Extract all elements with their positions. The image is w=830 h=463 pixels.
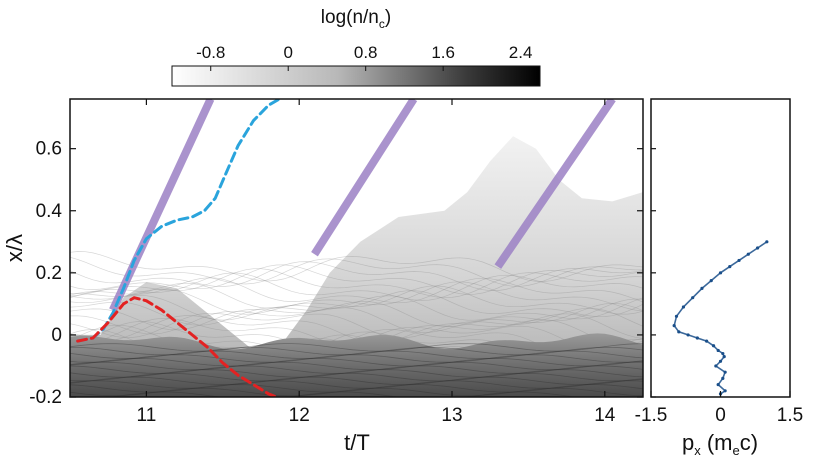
density-stratum [70,281,643,312]
density-stratum [70,264,643,295]
dense-stratum [70,369,643,378]
y-tick-label: 0.2 [36,263,62,284]
trajectory-line [76,296,278,397]
momentum-point [695,336,699,340]
x-tick-label: 14 [594,405,616,426]
momentum-point [722,355,726,359]
density-stratum [70,303,643,335]
dense-stratum [70,387,643,397]
density-region [70,136,643,397]
momentum-point [672,324,676,328]
x-tick-label: 13 [441,405,462,426]
density-stratum [70,277,643,304]
momentum-point [709,278,713,283]
density-stratum [70,285,643,315]
side-x-tick-label: 0 [715,405,726,426]
y-axis-ticks: -0.2 0 0.2 0.4 0.6 [29,139,643,408]
trajectory-lines [76,99,281,397]
momentum-point [718,271,723,275]
momentum-point [721,376,725,380]
momentum-point [711,344,716,348]
density-stratum [70,290,643,321]
laser-band [494,99,616,269]
momentum-point [765,240,769,244]
dense-stratum [70,354,643,363]
dense-stratum [70,361,643,371]
dense-target-layer [70,333,643,397]
momentum-point [691,296,695,300]
dense-stratum [70,350,643,359]
laser-band [311,99,418,257]
y-axis-label: x/λ [2,234,27,262]
dense-stratum [70,358,643,367]
colorbar: log(n/nc) -0.8 0 0.8 1.6 2.4 [171,7,541,87]
momentum-point [716,348,720,353]
dense-stratum [108,391,643,397]
y-tick-label: 0.4 [36,201,63,222]
momentum-point [677,330,681,334]
momentum-point [718,359,723,363]
momentum-point [723,370,727,374]
momentum-point [737,258,741,263]
density-stratum [70,295,643,326]
momentum-point [674,314,679,318]
dense-stratum [70,343,643,352]
colorbar-tick-label: -0.8 [196,43,225,62]
plot-frame [69,98,644,398]
momentum-point [728,265,732,269]
side-plot: -1.5 0 1.5 px (mec) [635,98,803,458]
density-stratum [70,272,643,301]
main-plot: 11 12 13 14 -0.2 0 0.2 0.4 0.6 t/T x/λ [2,98,644,455]
dense-stratum [70,384,643,393]
density-stratum [70,268,643,299]
colorbar-ticks: -0.8 0 0.8 1.6 2.4 [196,43,532,71]
colorbar-tick-label: 1.6 [431,43,455,62]
colorbar-tick-label: 0 [283,43,292,62]
dense-stratum [70,372,643,382]
side-plot-background [651,99,790,397]
density-stratum [70,256,643,287]
density-stratum [70,298,643,331]
momentum-point [716,382,720,387]
density-stratum [70,261,643,291]
side-x-axis-ticks: -1.5 0 1.5 [635,148,803,426]
dense-stratum [70,380,643,389]
trajectory-line [76,99,281,343]
colorbar-tick-label: 2.4 [509,43,533,62]
colorbar-tick-label: 0.8 [354,43,378,62]
momentum-point [700,286,704,290]
momentum-point [686,333,690,337]
colorbar-label: log(n/nc) [321,7,391,31]
density-stratum [70,251,643,282]
momentum-point [723,389,727,393]
y-tick-label: -0.2 [29,387,62,408]
momentum-point [714,364,718,368]
side-x-tick-label: -1.5 [635,405,668,426]
density-stratum [70,307,643,339]
x-axis-ticks: 11 12 13 14 [137,99,616,426]
momentum-point [705,339,709,343]
x-tick-label: 12 [289,405,310,426]
colorbar-bar [171,65,541,87]
momentum-point [746,252,750,256]
momentum-point [721,351,725,356]
x-tick-label: 11 [137,405,157,426]
dense-stratum [70,365,643,374]
x-axis-label: t/T [344,430,370,455]
dense-stratum [70,346,643,356]
momentum-points [672,240,769,396]
momentum-point [755,246,760,250]
side-x-axis-label: px (mec) [682,430,758,458]
side-x-tick-label: 1.5 [777,405,803,426]
density-map [70,136,643,397]
y-tick-label: 0 [51,325,62,346]
dense-stratum [70,376,643,386]
momentum-point [681,305,686,309]
y-tick-label: 0.6 [36,139,62,160]
